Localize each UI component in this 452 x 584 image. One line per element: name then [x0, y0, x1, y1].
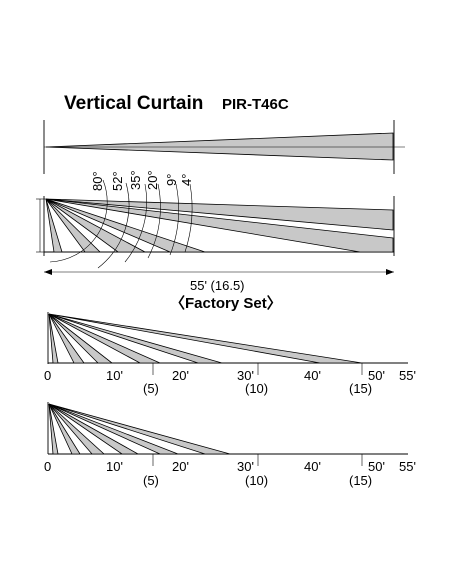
factory-beam-52deg: [48, 313, 85, 364]
tick-ft-0: 0: [44, 459, 51, 474]
tick-ft-55: 55': [399, 368, 416, 383]
tick-m-15: (15): [349, 473, 372, 488]
angle-label-9: 9°: [164, 174, 179, 186]
beam-35deg: [45, 198, 146, 253]
tick-ft-20: 20': [172, 368, 189, 383]
angle-label-20: 20°: [145, 170, 160, 190]
factory-beam-35deg: [48, 313, 114, 364]
model-number: PIR-T46C: [222, 96, 289, 113]
tick-m-15: (15): [349, 381, 372, 396]
short-beam-4deg: [48, 403, 231, 455]
beam-4deg: [45, 198, 394, 231]
tick-ft-0: 0: [44, 368, 51, 383]
factory-beam-20deg: [48, 313, 161, 364]
short-beam-9deg: [48, 403, 179, 455]
factory-beam-9deg: [48, 313, 223, 364]
top-view: [43, 120, 405, 174]
factory-set-heading: 〈Factory Set〉: [170, 294, 282, 312]
beam-9deg: [45, 198, 394, 253]
short-beam-52deg: [48, 403, 81, 455]
short-beam-35deg: [48, 403, 106, 455]
beam-80deg: [45, 198, 63, 253]
diagram-title: Vertical Curtain: [64, 93, 203, 114]
angle-label-80: 80°: [90, 171, 105, 191]
tick-ft-10: 10': [106, 459, 123, 474]
distance-label: 55' (16.5): [190, 278, 245, 293]
tick-m-5: (5): [143, 381, 159, 396]
tick-ft-30: 30': [237, 368, 254, 383]
tick-ft-50: 50': [368, 459, 385, 474]
tick-ft-40: 40': [304, 459, 321, 474]
factory-beam-4deg: [48, 313, 363, 364]
angle-label-52: 52°: [110, 171, 125, 191]
tick-ft-55: 55': [399, 459, 416, 474]
short-beam-80deg: [48, 403, 59, 455]
tick-ft-20: 20': [172, 459, 189, 474]
angle-label-4: 4°: [179, 174, 194, 186]
factory-beam-80deg: [48, 313, 59, 364]
angle-label-35: 35°: [128, 170, 143, 190]
beam-20deg: [45, 198, 206, 253]
beam-52deg: [45, 198, 101, 253]
short-beam-20deg: [48, 403, 140, 455]
side-view: 80° 52° 35° 20° 9° 4° 55' (16.5): [36, 170, 395, 293]
tick-ft-30: 30': [237, 459, 254, 474]
top-view-beam: [45, 132, 394, 161]
tick-m-5: (5): [143, 473, 159, 488]
tick-ft-10: 10': [106, 368, 123, 383]
tick-ft-40: 40': [304, 368, 321, 383]
short-range-view: 0 10' 20' 30' 40' 50' 55' (5) (10) (15): [44, 402, 416, 488]
tick-m-10: (10): [245, 381, 268, 396]
tick-ft-50: 50': [368, 368, 385, 383]
tick-m-10: (10): [245, 473, 268, 488]
factory-set-view: 0 10' 20' 30' 40' 50' 55' (5) (10) (15): [44, 312, 416, 396]
